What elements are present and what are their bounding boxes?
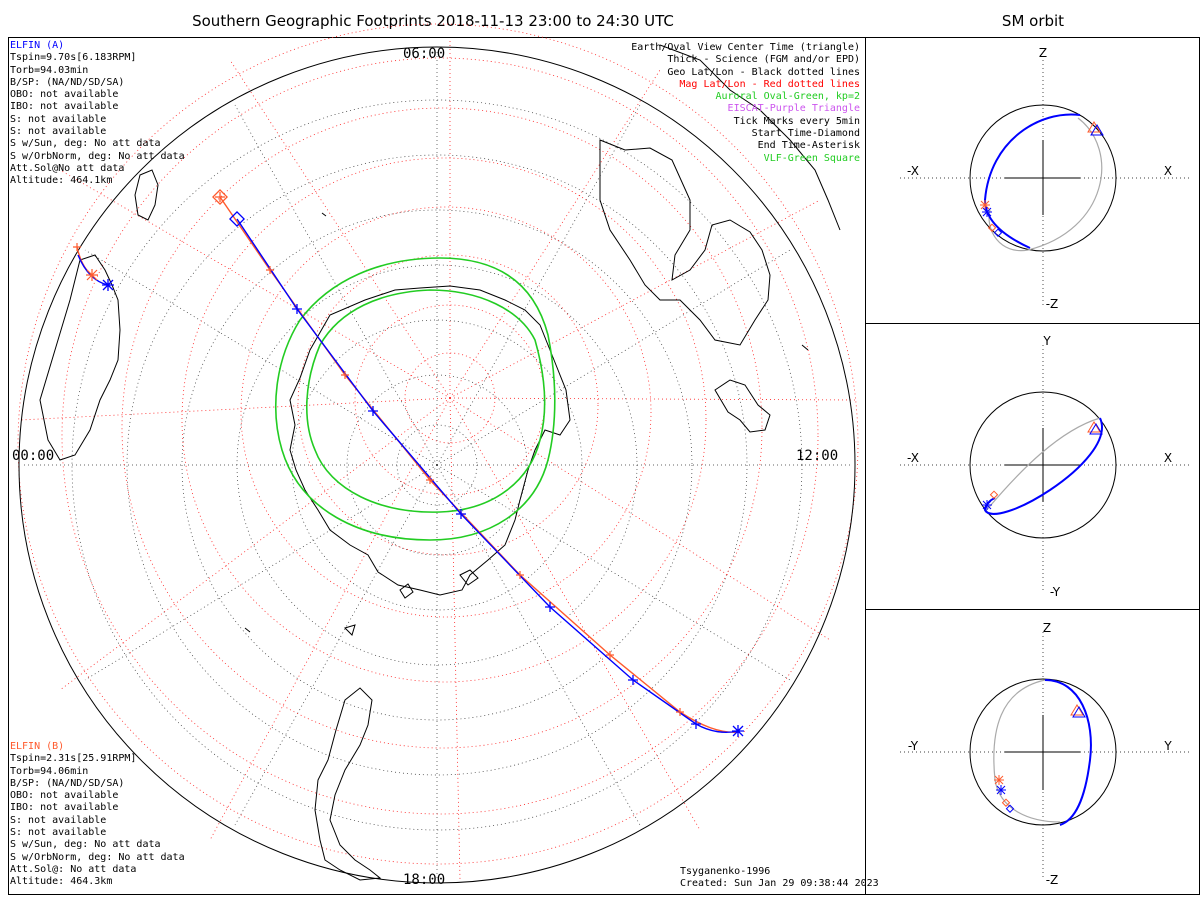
sm-panel-yz <box>900 632 1190 880</box>
elfin-a-track <box>236 218 739 733</box>
indian-coast <box>659 44 841 231</box>
tick-marks-a <box>292 304 701 729</box>
legend-item: Geo Lat/Lon - Black dotted lines <box>667 66 860 78</box>
legend-item: Earth/Oval View Center Time (triangle) <box>631 42 860 53</box>
clock-label-right: 12:00 <box>796 448 838 464</box>
model-label: Tsyganenko-1996 <box>680 866 771 877</box>
panel-divider <box>865 323 1200 324</box>
end-time-asterisk-b <box>73 243 98 281</box>
elfin-a-line: Altitude: 464.1km <box>10 175 113 187</box>
panel2-bottom-label: -Y <box>1050 585 1061 599</box>
elfin-a-line: Att.Sol@No att data <box>10 162 125 174</box>
legend-item: Mag Lat/Lon - Red dotted lines <box>679 78 860 90</box>
elfin-b-name: ELFIN (B) <box>10 741 65 752</box>
clock-label-top: 06:00 <box>403 46 445 62</box>
elfin-a-info: ELFIN (A) Tspin=9.70s[6.183RPM] Torb=94.… <box>10 40 185 188</box>
elfin-a-line: S w/OrbNorm, deg: No att data <box>10 150 185 162</box>
legend-item: Tick Marks every 5min <box>733 115 860 127</box>
australia-coast <box>599 139 771 346</box>
elfin-b-info: ELFIN (B) Tspin=2.31s[25.91RPM] Torb=94.… <box>10 741 185 889</box>
elfin-b-line: Att.Sol@: No att data <box>10 863 137 875</box>
africa-coast <box>39 254 121 461</box>
mag-grid <box>17 23 859 881</box>
start-time-diamond-b <box>212 189 228 205</box>
elfin-a-line: Tspin=9.70s[6.183RPM] <box>10 52 137 64</box>
page-title: Southern Geographic Footprints 2018-11-1… <box>192 12 674 30</box>
auroral-oval-inner <box>306 289 546 513</box>
panel3-left-label: -Y <box>908 739 919 753</box>
elfin-a-name: ELFIN (A) <box>10 40 65 51</box>
panel3-top-label: Z <box>1043 621 1051 635</box>
footer: Tsyganenko-1996 Created: Sun Jan 29 09:3… <box>680 866 879 890</box>
islands <box>244 212 809 636</box>
panel1-bottom-label: -Z <box>1046 297 1059 311</box>
antarctica-coast <box>289 285 571 596</box>
elfin-b-line: OBO: not available <box>10 790 119 802</box>
elfin-a-line: S w/Sun, deg: No att data <box>10 138 161 150</box>
elfin-a-line: IBO: not available <box>10 101 119 113</box>
earth-limb <box>18 46 856 884</box>
elfin-a-line: Torb=94.03min <box>10 64 89 76</box>
legend-item: Start Time-Diamond <box>751 128 860 140</box>
elfin-a-line: S: not available <box>10 113 107 125</box>
elfin-b-line: S: not available <box>10 814 107 826</box>
elfin-b-track <box>219 196 741 733</box>
legend-item: VLF-Green Square <box>763 152 860 164</box>
elfin-b-line: IBO: not available <box>10 802 119 814</box>
auroral-oval <box>274 257 556 541</box>
elfin-a-line: B/SP: (NA/ND/SD/SA) <box>10 76 125 88</box>
legend-item: Auroral Oval-Green, kp=2 <box>715 91 861 103</box>
panel3-bottom-label: -Z <box>1046 873 1059 887</box>
clock-label-bottom: 18:00 <box>403 872 445 888</box>
panel2-left-label: -X <box>907 451 919 465</box>
panel1-top-label: Z <box>1039 46 1047 60</box>
nz-coast <box>714 379 771 433</box>
panel1-right-label: X <box>1164 164 1172 178</box>
created-timestamp: Created: Sun Jan 29 09:38:44 2023 <box>680 878 879 889</box>
elfin-b-line: S w/OrbNorm, deg: No att data <box>10 851 185 863</box>
start-time-diamond-a <box>229 211 245 227</box>
elfin-b-line: Altitude: 464.3km <box>10 876 113 888</box>
legend-item: Thick - Science (FGM and/or EPD) <box>667 54 860 66</box>
auroral-oval-outer <box>274 257 556 541</box>
madagascar-coast <box>134 169 159 221</box>
elfin-a-line: OBO: not available <box>10 89 119 101</box>
panel2-right-label: X <box>1164 451 1172 465</box>
elfin-b-line: B/SP: (NA/ND/SD/SA) <box>10 777 125 789</box>
sm-orbit-title: SM orbit <box>1001 12 1065 30</box>
panel1-left-label: -X <box>907 164 919 178</box>
elfin-b-line: Torb=94.06min <box>10 765 89 777</box>
legend-item: EISCAT-Purple Triangle <box>727 103 860 115</box>
elfin-b-line: S: not available <box>10 827 107 839</box>
panel2-top-label: Y <box>1042 334 1051 348</box>
end-time-asterisk-a <box>102 279 744 737</box>
panel3-right-label: Y <box>1163 739 1172 753</box>
elfin-b-line: S w/Sun, deg: No att data <box>10 839 161 851</box>
clock-label-left: 00:00 <box>12 448 54 464</box>
panel-divider <box>865 609 1200 610</box>
legend: Earth/Oval View Center Time (triangle) T… <box>631 42 860 165</box>
elfin-b-line: Tspin=2.31s[25.91RPM] <box>10 753 137 765</box>
elfin-a-line: S: not available <box>10 126 107 138</box>
south-america-coast <box>314 687 382 881</box>
sm-panel-xy <box>900 345 1190 590</box>
tick-marks-b <box>266 266 684 716</box>
legend-item: End Time-Asterisk <box>757 140 860 152</box>
sm-panel-xz <box>900 60 1190 305</box>
